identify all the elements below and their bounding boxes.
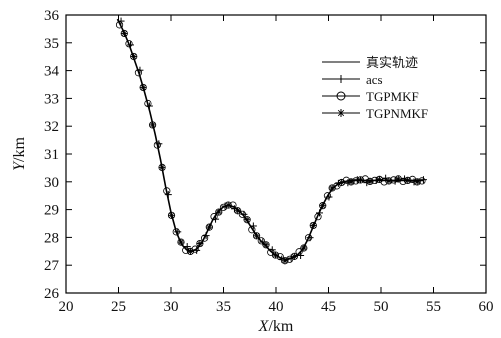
x-axis-var: X: [258, 318, 270, 335]
y-tick-label: 28: [44, 230, 59, 246]
marker-tgpnmkf: [243, 216, 251, 224]
y-tick-label: 36: [44, 8, 60, 24]
marker-acs: [316, 209, 323, 217]
x-tick-label: 25: [111, 299, 126, 315]
marker-tgpmkf: [333, 182, 341, 190]
series-true-trajectory: [116, 18, 423, 261]
marker-tgpnmkf: [120, 30, 128, 37]
y-tick-label: 32: [44, 119, 59, 135]
marker-tgpmkf: [125, 40, 133, 48]
marker-acs: [117, 17, 125, 25]
marker-tgpmkf: [134, 69, 143, 77]
marker-tgpmkf: [115, 21, 124, 29]
marker-acs: [297, 251, 305, 259]
x-tick-label: 40: [269, 299, 284, 315]
marker-acs: [212, 215, 220, 223]
axes: 20 25 30 35 40 45 50 55 60 26 27 28 29 30 31 32 33 34 35 36…: [11, 8, 494, 335]
marker-tgpmkf: [276, 253, 284, 261]
marker-tgpmkf: [153, 141, 161, 149]
marker-tgpnmkf: [234, 207, 241, 215]
marker-tgpmkf: [201, 234, 209, 242]
marker-tgpnmkf: [319, 202, 327, 209]
marker-tgpmkf: [163, 187, 171, 195]
marker-acs: [127, 41, 134, 49]
x-tick-label: 35: [216, 299, 231, 315]
y-tick-label: 26: [44, 286, 60, 302]
marker-acs: [419, 176, 427, 184]
marker-acs: [183, 243, 191, 251]
marker-tgpnmkf: [291, 253, 298, 260]
marker-acs: [136, 66, 144, 74]
marker-acs: [306, 234, 314, 242]
marker-tgpmkf: [229, 201, 237, 209]
marker-tgpnmkf: [253, 232, 260, 240]
y-tick-label: 34: [44, 64, 60, 80]
legend-label: TGPNMKF: [366, 106, 428, 121]
marker-acs: [155, 140, 163, 148]
marker-tgpmkf: [144, 99, 152, 108]
marker-acs: [202, 232, 210, 240]
legend-marker-tgpmkf: [336, 91, 346, 101]
marker-tgpmkf: [323, 192, 332, 200]
marker-tgpmkf: [314, 213, 322, 221]
marker-tgpnmkf: [196, 240, 204, 247]
marker-tgpmkf: [219, 203, 228, 211]
series-layer: [115, 17, 427, 265]
marker-acs: [145, 102, 153, 110]
marker-acs: [164, 191, 172, 199]
marker-tgpmkf: [361, 175, 369, 183]
x-tick-label: 45: [321, 299, 336, 315]
marker-tgpmkf: [408, 175, 417, 184]
plot-frame: [65, 14, 487, 294]
y-axis-title: Y/km: [11, 137, 28, 171]
marker-acs: [325, 193, 333, 201]
marker-acs: [174, 228, 182, 236]
marker-tgpnmkf: [130, 53, 138, 60]
marker-tgpnmkf: [168, 212, 175, 219]
marker-tgpmkf: [210, 213, 218, 221]
x-axis-unit: /km: [268, 318, 293, 335]
x-tick-label: 50: [374, 299, 389, 315]
marker-acs: [193, 246, 201, 254]
marker-acs: [268, 246, 276, 254]
marker-tgpnmkf: [139, 84, 147, 91]
marker-acs: [240, 210, 248, 218]
marker-tgpmkf: [295, 248, 303, 256]
x-tick-label: 60: [479, 299, 494, 315]
marker-tgpmkf: [191, 245, 199, 253]
legend-label: TGPMKF: [366, 89, 419, 104]
y-tick-label: 29: [44, 203, 59, 219]
y-tick-label: 30: [44, 175, 59, 191]
marker-tgpnmkf: [385, 177, 393, 185]
y-axis-var: Y: [11, 160, 28, 171]
marker-tgpnmkf: [149, 121, 156, 129]
marker-tgpnmkf: [206, 223, 213, 231]
marker-tgpnmkf: [158, 164, 166, 171]
x-tick-label: 55: [426, 299, 441, 315]
legend-label: 真实轨迹: [366, 55, 418, 70]
y-tick-label: 31: [44, 147, 59, 163]
marker-tgpnmkf: [262, 241, 270, 249]
marker-tgpmkf: [418, 177, 426, 185]
marker-tgpnmkf: [215, 208, 223, 216]
x-tick-label: 30: [164, 299, 179, 315]
y-axis-unit: /km: [11, 137, 28, 162]
y-tick-label: 33: [44, 91, 59, 107]
marker-tgpnmkf: [177, 238, 185, 246]
marker-acs: [249, 222, 257, 230]
x-axis-title: X/km: [258, 318, 294, 335]
legend-label: acs: [366, 72, 383, 87]
marker-tgpmkf: [257, 237, 265, 245]
marker-tgpnmkf: [309, 222, 317, 229]
y-tick-label: 27: [44, 258, 60, 274]
legend-marker-acs: [337, 75, 345, 83]
marker-tgpmkf: [248, 226, 256, 234]
legend-marker-tgpnmkf: [337, 109, 345, 117]
y-tick-label: 35: [44, 36, 59, 52]
x-tick-label: 20: [59, 299, 74, 315]
marker-tgpnmkf: [300, 244, 308, 252]
legend: 真实轨迹 acs TGPMKF TGPNMKF: [322, 55, 428, 121]
